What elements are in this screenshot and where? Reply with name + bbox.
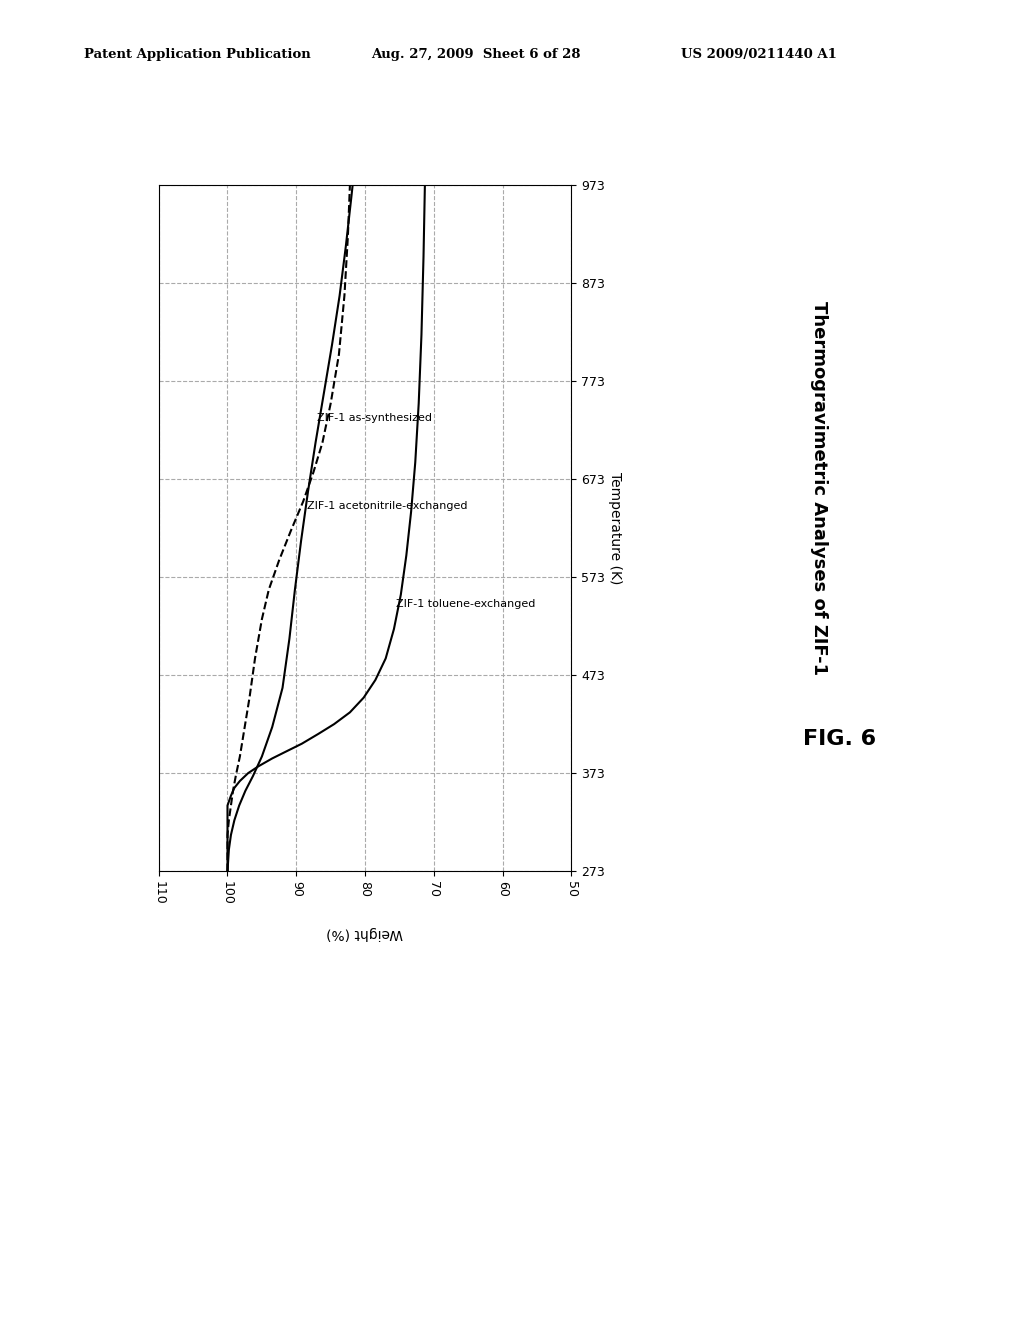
Text: FIG. 6: FIG. 6	[803, 729, 877, 750]
Text: ZIF-1 toluene-exchanged: ZIF-1 toluene-exchanged	[396, 599, 536, 610]
Text: Aug. 27, 2009  Sheet 6 of 28: Aug. 27, 2009 Sheet 6 of 28	[371, 48, 581, 61]
X-axis label: Weight (%): Weight (%)	[327, 925, 403, 940]
Text: Patent Application Publication: Patent Application Publication	[84, 48, 310, 61]
Text: US 2009/0211440 A1: US 2009/0211440 A1	[681, 48, 837, 61]
Text: ZIF-1 acetonitrile-exchanged: ZIF-1 acetonitrile-exchanged	[306, 502, 467, 511]
Text: Thermogravimetric Analyses of ZIF-1: Thermogravimetric Analyses of ZIF-1	[810, 301, 828, 676]
Y-axis label: Temperature (K): Temperature (K)	[607, 471, 622, 585]
Text: ZIF-1 as-synthesized: ZIF-1 as-synthesized	[316, 413, 432, 424]
